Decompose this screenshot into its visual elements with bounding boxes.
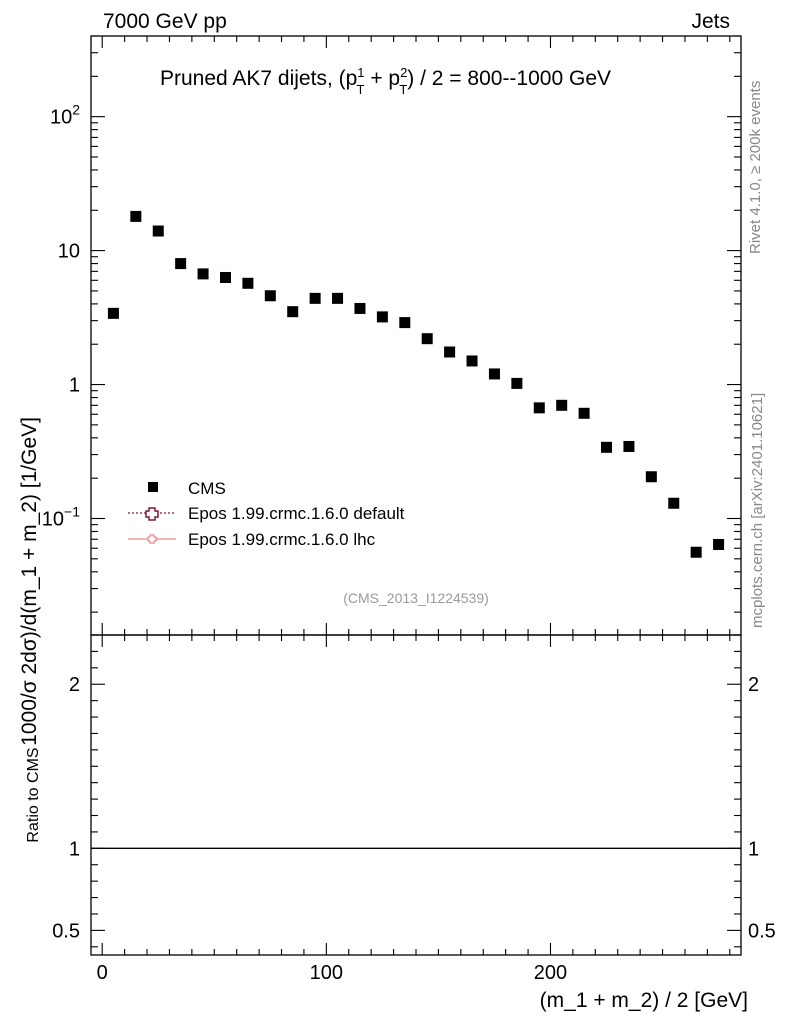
ratio-tick-label-right: 2 — [748, 674, 759, 696]
title-sup1: 1 — [357, 65, 364, 80]
data-point-cms — [264, 290, 276, 302]
data-point-cms — [332, 292, 344, 304]
data-point-cms — [197, 268, 209, 280]
title-suffix: ) / 2 = 800--1000 GeV — [407, 67, 611, 90]
rivet-version-label: Rivet 4.1.0, ≥ 200k events — [747, 81, 764, 254]
legend-label-cms: CMS — [188, 479, 226, 498]
data-points — [107, 210, 725, 558]
data-point-cms — [354, 302, 366, 314]
data-point-cms — [578, 407, 590, 419]
ratio-tick-label-right: 1 — [748, 838, 759, 860]
y-tick-label: 10 — [58, 241, 80, 263]
ratio-tick-label-right: 0.5 — [748, 920, 776, 942]
data-point-cms — [623, 440, 635, 452]
title-plus: + p — [364, 67, 400, 90]
title-sub1: T — [357, 82, 365, 97]
data-point-cms — [556, 399, 568, 411]
ratio-tick-labels: 0.5 0.5 1 1 2 2 — [52, 674, 776, 942]
legend-label-epos-default: Epos 1.99.crmc.1.6.0 default — [188, 504, 405, 523]
data-point-cms — [690, 546, 702, 558]
x-tick-label: 200 — [534, 962, 567, 984]
title-prefix: Pruned AK7 dijets, (p — [160, 67, 357, 90]
legend-label-epos-lhc: Epos 1.99.crmc.1.6.0 lhc — [188, 530, 376, 549]
analysis-id-label: (CMS_2013_I1224539) — [343, 590, 489, 606]
y-tick-labels: 10−1 1 10 102 — [42, 102, 80, 531]
legend: CMS Epos 1.99.crmc.1.6.0 default Epos 1.… — [128, 479, 405, 549]
chart-title: Pruned AK7 dijets, (p1 T + p2 T) / 2 = 800… — [160, 65, 611, 97]
data-point-cms — [444, 346, 456, 358]
x-axis-label: (m_1 + m_2) / 2 [GeV] — [540, 989, 748, 1012]
main-axis-ticks — [91, 35, 741, 635]
x-tick-label: 100 — [310, 962, 343, 984]
y-tick-label: 102 — [50, 102, 80, 129]
ratio-tick-label-left: 0.5 — [52, 920, 80, 942]
data-point-cms — [533, 402, 545, 414]
data-point-cms — [713, 538, 725, 550]
ratio-panel-frame — [90, 634, 742, 956]
data-point-cms — [511, 377, 523, 389]
ratio-axis-ticks — [91, 634, 741, 955]
x-tick-label: 0 — [97, 962, 108, 984]
y-tick-label: 10−1 — [42, 504, 80, 531]
title-sup2: 2 — [400, 65, 407, 80]
data-point-cms — [601, 441, 613, 453]
data-point-cms — [152, 225, 164, 237]
data-point-cms — [376, 311, 388, 323]
data-point-cms — [130, 210, 142, 222]
ratio-tick-label-left: 1 — [69, 838, 80, 860]
data-point-cms — [466, 355, 478, 367]
ratio-axis-label: Ratio to CMS — [25, 747, 42, 842]
x-tick-labels: 0 100 200 — [97, 962, 568, 984]
mcplots-label: mcplots.cern.ch [arXiv:2401.10621] — [749, 393, 766, 628]
title-sub2: T — [399, 82, 407, 97]
data-point-cms — [175, 258, 187, 270]
legend-marker-epos-lhc — [147, 534, 157, 544]
legend-marker-epos-default — [145, 507, 159, 521]
data-point-cms — [107, 307, 119, 319]
y-tick-label: 1 — [69, 375, 80, 397]
data-point-cms — [242, 277, 254, 289]
header-right: Jets — [691, 10, 730, 33]
y-axis-label: 1000/σ 2dσ)/d(m_1 + m_2) [1/GeV] — [18, 417, 41, 746]
legend-marker-cms — [148, 482, 158, 492]
header-left: 7000 GeV pp — [103, 10, 227, 33]
data-point-cms — [399, 317, 411, 329]
ratio-tick-label-left: 2 — [69, 674, 80, 696]
data-point-cms — [309, 292, 321, 304]
data-point-cms — [421, 333, 433, 345]
data-point-cms — [219, 271, 231, 283]
data-point-cms — [488, 368, 500, 380]
data-point-cms — [645, 471, 657, 483]
data-point-cms — [287, 306, 299, 318]
data-point-cms — [668, 497, 680, 509]
